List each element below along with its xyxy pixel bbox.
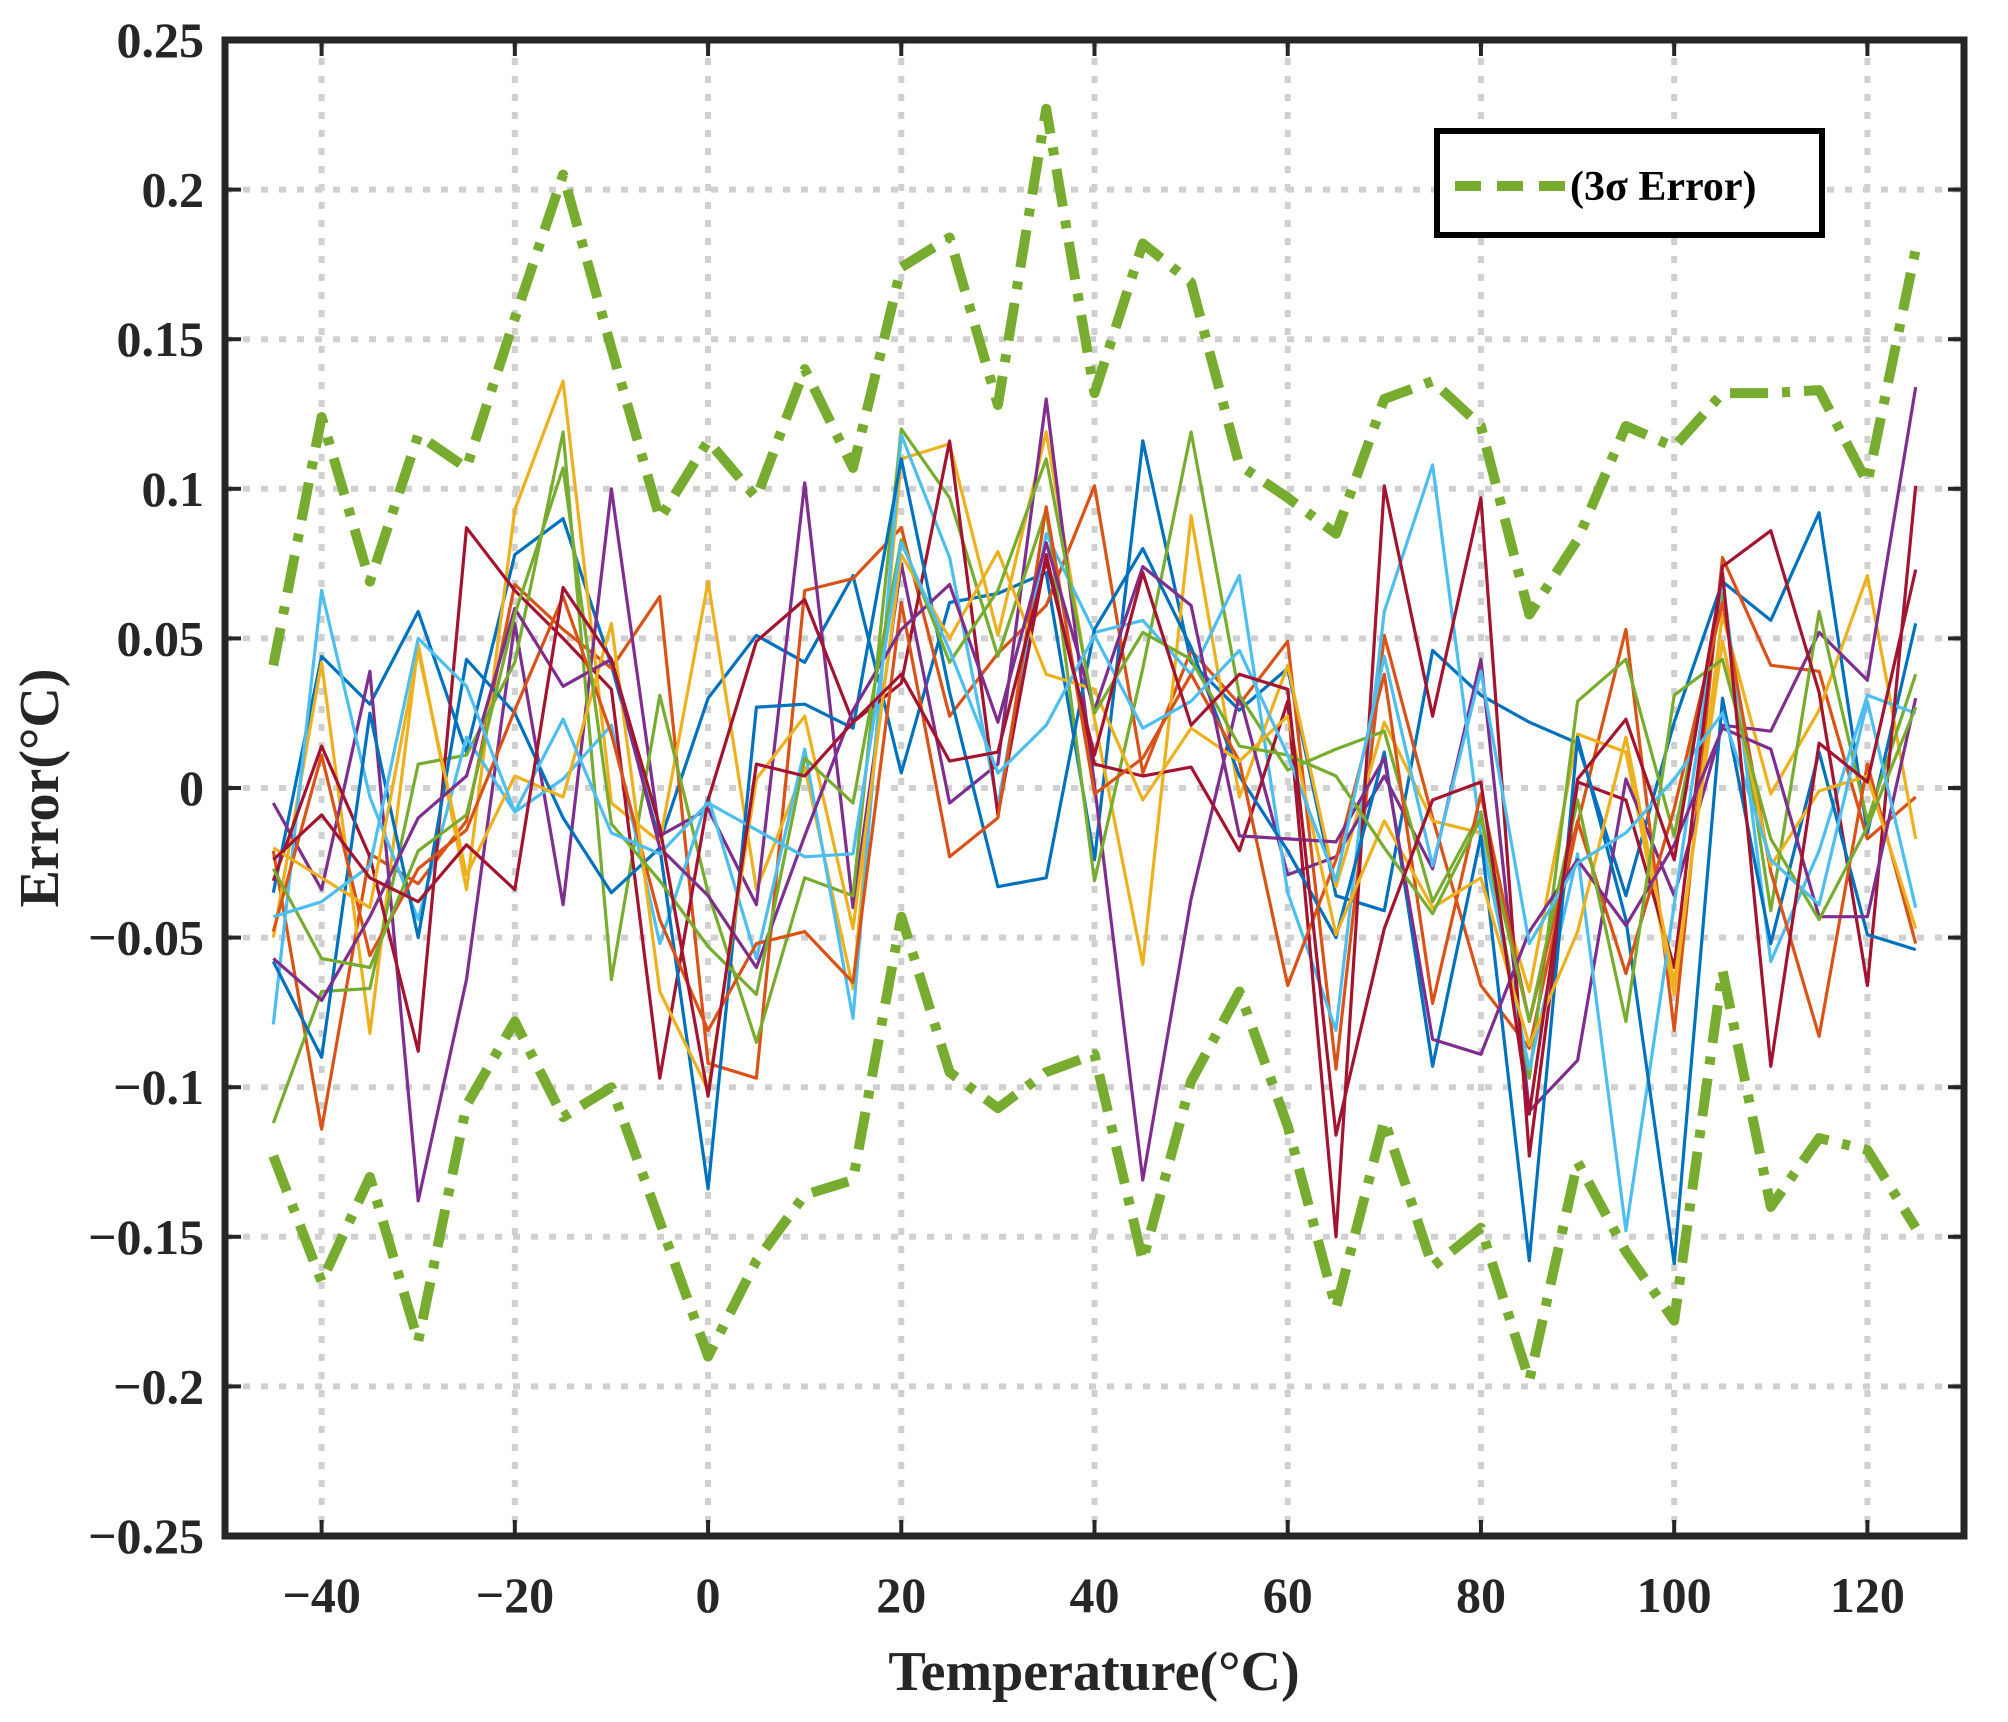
y-tick-label: 0.05 xyxy=(117,610,205,666)
y-tick-label: 0.2 xyxy=(142,162,205,218)
series-layer xyxy=(271,379,1918,1266)
y-axis-label: Error(°C) xyxy=(9,668,71,907)
legend: (3σ Error) xyxy=(1434,128,1825,238)
x-tick-label: −40 xyxy=(282,1567,361,1623)
y-tick-label: −0.1 xyxy=(113,1059,204,1115)
series-line-13 xyxy=(272,541,1918,946)
x-tick-label: 20 xyxy=(876,1567,926,1623)
series-line-8 xyxy=(271,457,1917,1266)
y-tick-label: 0.15 xyxy=(117,311,205,367)
y-tick-labels: 0.25 0.2 0.15 0.1 0.05 0 −0.05 −0.1 −0.15 −0.2 −0.… xyxy=(88,12,204,1564)
x-tick-label: 80 xyxy=(1456,1567,1506,1623)
x-tick-label: 0 xyxy=(696,1567,721,1623)
legend-label-3sigma: (3σ Error) xyxy=(1570,164,1757,210)
series-line-5 xyxy=(271,427,1918,1124)
y-tick-label: −0.15 xyxy=(88,1209,204,1265)
x-tick-label: 40 xyxy=(1070,1567,1120,1623)
x-tick-label: 120 xyxy=(1830,1567,1905,1623)
series-line-12 xyxy=(271,457,1918,1024)
sigma-bound-lower xyxy=(268,911,1920,1386)
x-axis-label: Temperature(°C) xyxy=(888,1641,1299,1703)
y-tick-label: −0.05 xyxy=(88,910,204,966)
sigma-layer xyxy=(268,103,1921,1386)
y-tick-label: 0.25 xyxy=(117,12,205,68)
x-tick-label: −20 xyxy=(476,1567,555,1623)
y-tick-label: −0.25 xyxy=(88,1508,204,1564)
y-tick-label: 0 xyxy=(179,760,204,816)
series-line-14 xyxy=(272,558,1918,1137)
x-tick-labels: −40 −20 0 20 40 60 80 100 120 xyxy=(282,1567,1905,1623)
series-line-10 xyxy=(272,549,1918,1092)
y-tick-label: −0.2 xyxy=(113,1358,204,1414)
tick-layer xyxy=(225,38,1964,1538)
x-tick-label: 60 xyxy=(1263,1567,1313,1623)
series-line-7 xyxy=(271,439,1918,1239)
x-tick-label: 100 xyxy=(1637,1567,1712,1623)
sigma-bound-upper xyxy=(268,103,1921,667)
y-tick-label: 0.1 xyxy=(142,461,205,517)
series-line-3 xyxy=(271,379,1918,1035)
